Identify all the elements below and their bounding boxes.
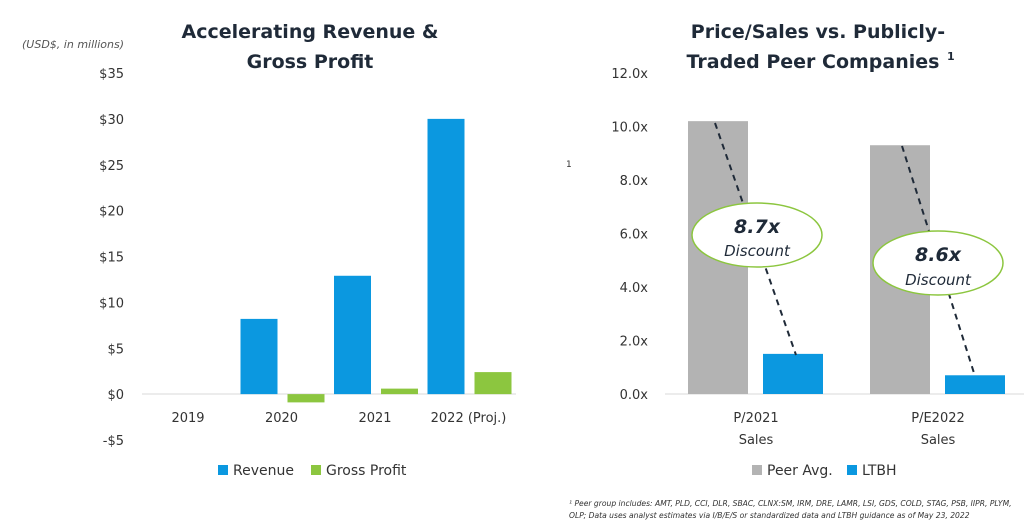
legend-label-ltbh: LTBH bbox=[862, 463, 897, 479]
y-tick-label: 12.0x bbox=[611, 67, 648, 82]
y-tick-label: -$5 bbox=[103, 434, 124, 449]
x-tick-label: P/E2022 bbox=[911, 411, 965, 426]
y-tick-label: 6.0x bbox=[620, 228, 649, 243]
bar-revenue bbox=[334, 275, 371, 395]
y-tick-label: 0.0x bbox=[620, 388, 649, 403]
y-tick-label: $15 bbox=[99, 251, 124, 266]
revenue-chart: Accelerating Revenue & Gross Profit (USD… bbox=[22, 21, 516, 479]
y-tick-label: 10.0x bbox=[611, 121, 648, 136]
legend-swatch-gross-profit bbox=[311, 465, 321, 475]
footnote-marker: 1 bbox=[566, 160, 572, 170]
bar-gross-profit bbox=[287, 394, 325, 403]
legend-swatch-ltbh bbox=[847, 465, 857, 475]
bar-ltbh bbox=[763, 353, 823, 394]
bar-gross-profit bbox=[381, 388, 418, 395]
y-tick-label: $10 bbox=[99, 296, 124, 311]
discount-label-2: Discount bbox=[905, 271, 972, 289]
y-axis-unit-label: (USD$, in millions) bbox=[22, 38, 124, 51]
chart-title-line-2: Traded Peer Companies bbox=[687, 51, 940, 73]
x-tick-label: Sales bbox=[739, 433, 774, 448]
y-tick-label: 2.0x bbox=[620, 335, 649, 350]
x-tick-label: P/2021 bbox=[733, 411, 778, 426]
x-tick-label: 2020 bbox=[265, 411, 298, 426]
legend-swatch-peer-avg bbox=[752, 465, 762, 475]
y-tick-label: $25 bbox=[99, 159, 124, 174]
y-tick-label: $35 bbox=[99, 67, 124, 82]
discount-dashed-line-2 bbox=[901, 145, 975, 374]
y-tick-label: 4.0x bbox=[620, 281, 649, 296]
discount-bubble-1 bbox=[691, 202, 823, 268]
price-sales-chart: Price/Sales vs. Publicly- Traded Peer Co… bbox=[611, 21, 1024, 479]
x-tick-label: 2022 (Proj.) bbox=[431, 411, 507, 426]
discount-value-2: 8.6x bbox=[915, 244, 962, 266]
bar-ltbh bbox=[945, 375, 1005, 394]
footnote-line-2: OLP; Data uses analyst estimates via I/B… bbox=[569, 511, 970, 520]
y-tick-label: 8.0x bbox=[620, 174, 649, 189]
legend-swatch-revenue bbox=[218, 465, 228, 475]
x-tick-label: 2021 bbox=[358, 411, 391, 426]
legend-label-peer-avg: Peer Avg. bbox=[767, 463, 833, 479]
y-tick-label: $30 bbox=[99, 113, 124, 128]
footnote-line-1: ¹ Peer group includes: AMT, PLD, CCI, DL… bbox=[569, 499, 1012, 508]
title-footnote-marker: 1 bbox=[947, 50, 955, 63]
chart-title-line-1: Accelerating Revenue & bbox=[182, 21, 439, 43]
discount-value-1: 8.7x bbox=[734, 216, 781, 238]
y-tick-label: $20 bbox=[99, 205, 124, 220]
y-tick-label: $0 bbox=[107, 388, 124, 403]
legend-label-gross-profit: Gross Profit bbox=[326, 463, 407, 479]
discount-bubble-2 bbox=[872, 230, 1004, 296]
x-tick-label: Sales bbox=[921, 433, 956, 448]
bar-revenue bbox=[240, 318, 278, 395]
discount-label-1: Discount bbox=[724, 242, 791, 260]
chart-title-line-2: Gross Profit bbox=[247, 51, 374, 73]
chart-title-line-1: Price/Sales vs. Publicly- bbox=[691, 21, 945, 43]
bar-gross-profit bbox=[474, 372, 512, 395]
x-tick-label: 2019 bbox=[171, 411, 204, 426]
legend-label-revenue: Revenue bbox=[233, 463, 294, 479]
y-tick-label: $5 bbox=[107, 342, 124, 357]
bar-revenue bbox=[427, 118, 465, 395]
